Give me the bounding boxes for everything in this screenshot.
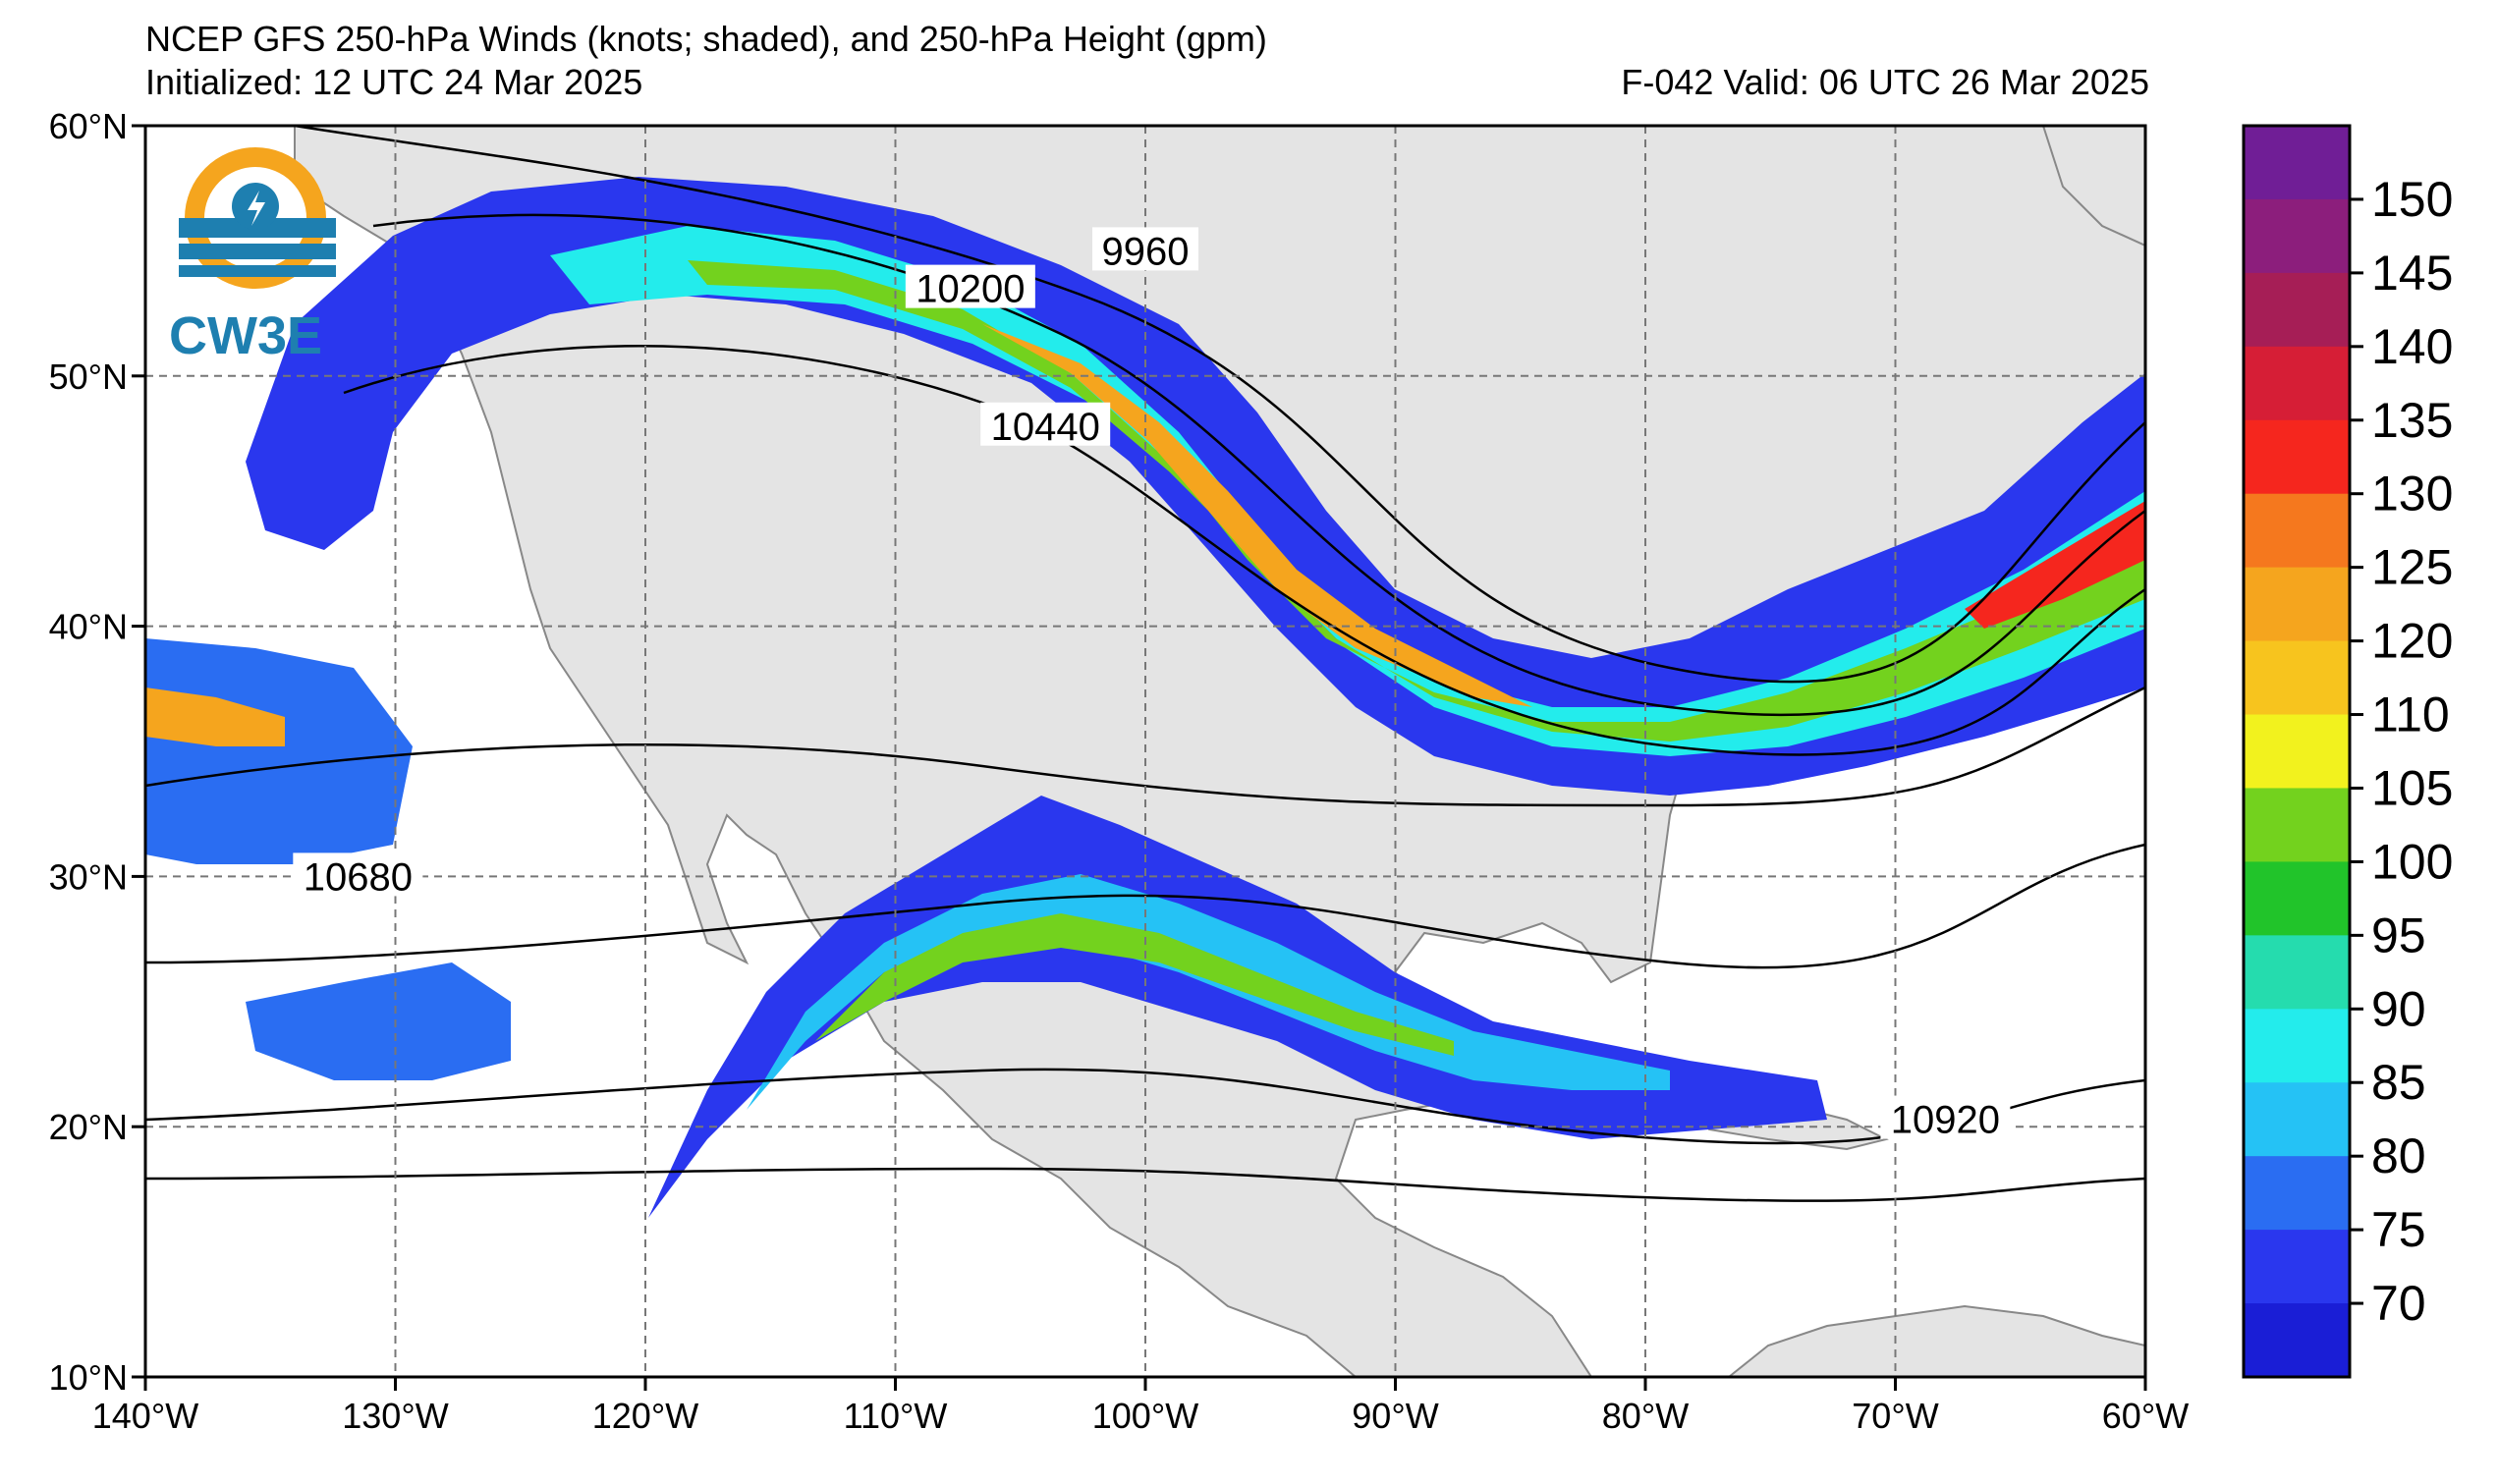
south-america-land (1727, 1304, 2145, 1377)
pacific-subtropical-blob (246, 962, 511, 1080)
lon-tick-label: 80°W (1602, 1396, 1689, 1436)
contour-label: 10680 (293, 852, 423, 899)
lat-tick-label: 10°N (49, 1357, 128, 1398)
lat-tick-label: 20°N (49, 1107, 128, 1147)
colorbar-label: 140 (2371, 319, 2453, 374)
contour-label: 10920 (1880, 1095, 2011, 1142)
subtropical-jet-outer (648, 796, 1827, 1218)
valid-time: F-042 Valid: 06 UTC 26 Mar 2025 (1621, 62, 2149, 102)
contour-label-text: 9960 (1102, 230, 1190, 273)
lon-tick-label: 120°W (592, 1396, 698, 1436)
lon-tick-label: 60°W (2102, 1396, 2189, 1436)
cw3e-logo: CW3E (169, 137, 356, 373)
colorbar-label: 130 (2371, 467, 2453, 522)
colorbar-segment (2244, 935, 2350, 1010)
colorbar-segment (2244, 1082, 2350, 1157)
lat-tick-label: 40°N (49, 607, 128, 647)
colorbar-segment (2244, 861, 2350, 936)
lat-tick-label: 30°N (49, 856, 128, 897)
colorbar-label: 120 (2371, 614, 2453, 669)
lat-tick-label: 60°N (49, 106, 128, 146)
colorbar-segment (2244, 1156, 2350, 1231)
cw3e-logo-icon: CW3E (169, 147, 336, 365)
colorbar-label: 145 (2371, 246, 2453, 301)
initialized-time: Initialized: 12 UTC 24 Mar 2025 (145, 62, 643, 102)
subtropical-jet-max (815, 913, 1454, 1056)
contour-label: 9960 (1092, 227, 1198, 273)
contour-labels: 9960 10200 10440 10680 10920 (293, 227, 2011, 1142)
colorbar-segment (2244, 714, 2350, 789)
contour-label-text: 10920 (1891, 1099, 2000, 1142)
contour-label-bg (1092, 227, 1198, 271)
colorbar-segment (2244, 493, 2350, 569)
colorbar-label: 90 (2371, 981, 2426, 1036)
map-title: NCEP GFS 250-hPa Winds (knots; shaded), … (145, 19, 1267, 59)
colorbar-label: 70 (2371, 1276, 2426, 1331)
contour-label-bg (980, 402, 1111, 446)
contour-label: 10200 (905, 264, 1035, 311)
colorbar-label: 100 (2371, 834, 2453, 889)
lat-tick-label: 50°N (49, 357, 128, 397)
colorbar-segment (2244, 567, 2350, 642)
axis-ticks: 140°W 130°W 120°W 110°W 100°W 90°W 80°W 70°W 60°… (49, 106, 2190, 1436)
svg-text:CW3E: CW3E (169, 306, 322, 365)
colorbar-label: 110 (2371, 687, 2450, 742)
colorbar-label: 80 (2371, 1128, 2426, 1183)
title-block: NCEP GFS 250-hPa Winds (knots; shaded), … (145, 18, 2149, 104)
colorbar-frame (2242, 124, 2352, 1379)
colorbar-label: 125 (2371, 540, 2453, 595)
colorbar-segment (2244, 419, 2350, 495)
colorbar-segment (2244, 346, 2350, 421)
lon-tick-label: 110°W (844, 1396, 948, 1436)
pacific-jet-core (145, 687, 285, 746)
contour-label-text: 10680 (304, 855, 413, 899)
colorbar-label: 95 (2371, 907, 2426, 962)
colorbar-label: 135 (2371, 393, 2453, 448)
colorbar: 70 75 80 85 90 95 100 105 110 120 125 130 135 140 145 1… (2242, 124, 2453, 1379)
colorbar-label: 85 (2371, 1055, 2426, 1110)
colorbar-segment (2244, 1009, 2350, 1083)
lon-tick-label: 140°W (92, 1396, 198, 1436)
contour-label-bg (905, 264, 1035, 308)
contour-label-text: 10440 (991, 406, 1100, 449)
atlantic-jet-max (1965, 501, 2145, 629)
colorbar-segment (2244, 640, 2350, 716)
colorbar-label: 105 (2371, 760, 2453, 815)
lon-tick-label: 130°W (342, 1396, 448, 1436)
pacific-jet (145, 638, 413, 864)
colorbar-segment (2244, 1303, 2350, 1378)
colorbar-segment (2244, 198, 2350, 274)
greenland-land (2041, 126, 2145, 247)
colorbar-segment (2244, 126, 2350, 200)
lon-tick-label: 90°W (1352, 1396, 1438, 1436)
lon-tick-label: 70°W (1852, 1396, 1938, 1436)
contour-label-text: 10200 (916, 268, 1025, 311)
lon-tick-label: 100°W (1092, 1396, 1198, 1436)
colorbar-segment (2244, 788, 2350, 862)
height-contours (145, 126, 2145, 1202)
contour-label: 10440 (980, 402, 1111, 449)
contour-label-bg (293, 852, 423, 897)
colorbar-segment (2244, 1230, 2350, 1304)
colorbar-label: 150 (2371, 172, 2453, 227)
colorbar-segment (2244, 272, 2350, 348)
contour-label-bg (1880, 1095, 2011, 1139)
colorbar-label: 75 (2371, 1202, 2426, 1257)
